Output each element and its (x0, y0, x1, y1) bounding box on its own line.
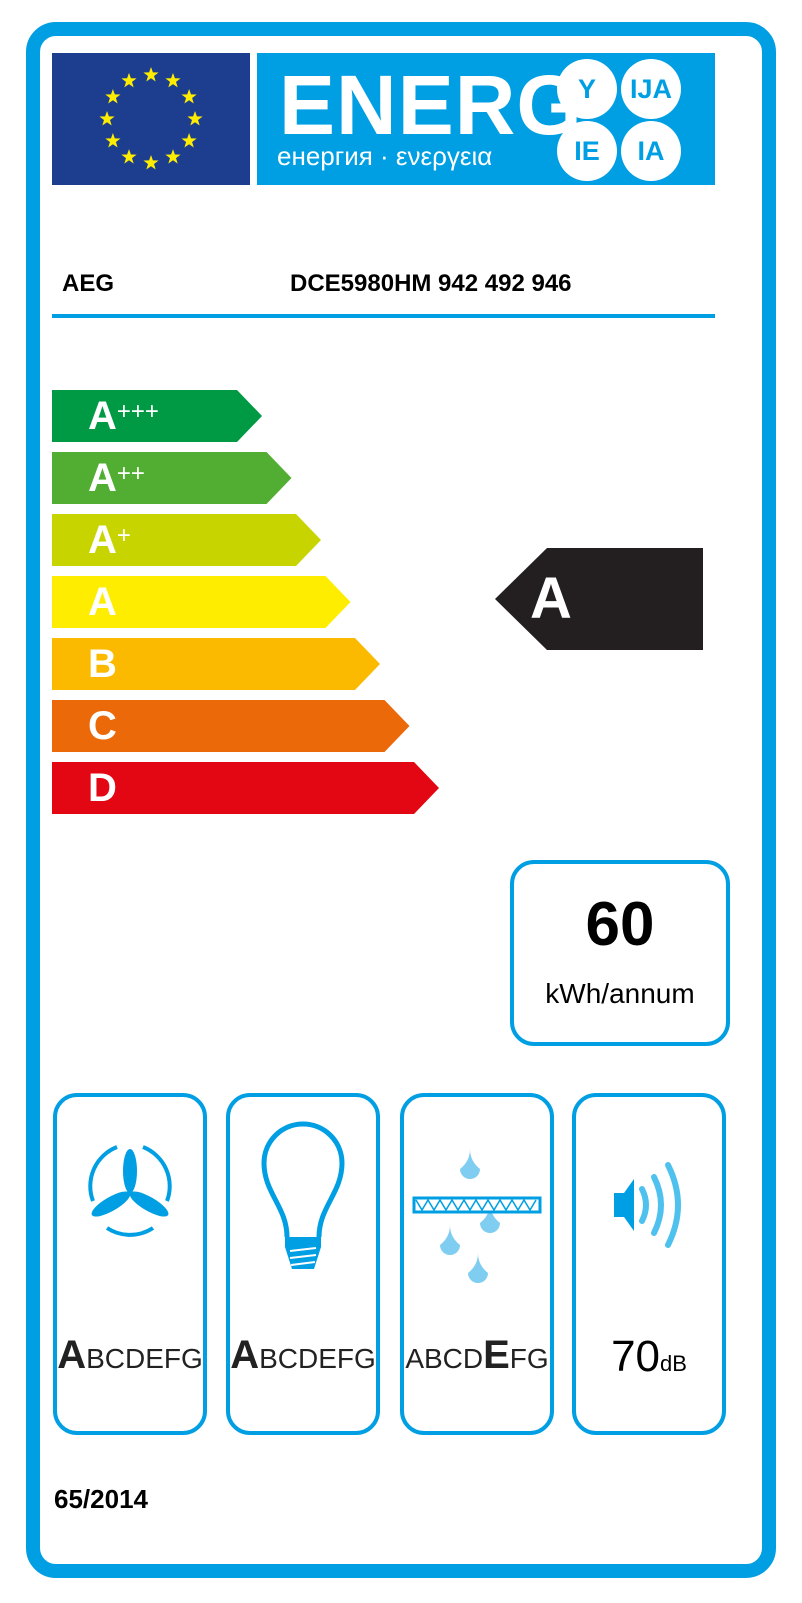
eu-star-icon (181, 133, 197, 148)
noise-box: 70dB (572, 1093, 726, 1435)
lighting-efficiency-box: ABCDEFG (226, 1093, 380, 1435)
eu-star-icon (165, 149, 181, 164)
energy-banner: ENERG енергия · ενεργεια Y IJA IE IA (257, 53, 715, 185)
consumption-box: 60 kWh/annum (510, 860, 730, 1046)
eu-star-icon (143, 155, 159, 170)
suffix-ija: IJA (621, 59, 681, 119)
eu-star-icon (181, 89, 197, 104)
model-id: DCE5980HM 942 492 946 (290, 270, 572, 297)
eu-star-icon (121, 72, 137, 88)
suffix-y: Y (557, 59, 617, 119)
grease-filter-icon (412, 1149, 542, 1283)
regulation-number: 65/2014 (54, 1484, 148, 1514)
consumption-value: 60 (585, 890, 655, 959)
eu-stars-icon (99, 67, 203, 170)
supplier-name: AEG (62, 270, 115, 297)
scale-bar-label: D (88, 766, 117, 810)
scale-bar-4 (52, 638, 380, 690)
eu-star-icon (121, 149, 137, 164)
noise-level: 70dB (611, 1332, 687, 1381)
scale-bar-label: A (88, 580, 117, 624)
energy-scale (52, 390, 703, 814)
scale-bar-2 (52, 514, 321, 566)
rating-label: A (530, 566, 572, 631)
scale-bar-3 (52, 576, 351, 628)
speaker-icon (614, 1162, 681, 1248)
eu-star-icon (105, 133, 121, 148)
scale-bar-label: A+ (88, 518, 131, 562)
scale-bar-label: C (88, 704, 117, 748)
scale-bar-label: B (88, 642, 117, 686)
scale-bar-6 (52, 762, 439, 814)
rating-arrow (495, 548, 703, 650)
lighting-efficiency-class: ABCDEFG (230, 1333, 376, 1377)
scale-bar-1 (52, 452, 292, 504)
scale-bar-5 (52, 700, 410, 752)
scale-bar-label: A+++ (88, 394, 159, 438)
grease-filtering-class: ABCDEFG (405, 1333, 549, 1377)
eu-star-icon (105, 89, 121, 104)
eu-star-icon (143, 67, 159, 82)
grease-filtering-box: ABCDEFG (400, 1093, 554, 1435)
eu-star-icon (165, 72, 181, 88)
fan-efficiency-box: ABCDEFG (53, 1093, 207, 1435)
suffix-ia: IA (621, 121, 681, 181)
divider (52, 314, 715, 318)
eu-flag (52, 53, 250, 185)
energy-subtitle: енергия · ενεργεια (277, 141, 493, 171)
lightbulb-icon (261, 1121, 345, 1269)
suffix-ie: IE (557, 121, 617, 181)
scale-bar-0 (52, 390, 262, 442)
consumption-unit: kWh/annum (545, 978, 695, 1009)
energy-word: ENERG (279, 58, 583, 152)
eu-star-icon (99, 111, 115, 126)
eu-star-icon (187, 111, 203, 126)
scale-bar-label: A++ (88, 456, 145, 500)
fan-icon (88, 1145, 172, 1237)
label-frame (26, 22, 776, 1578)
fan-efficiency-class: ABCDEFG (57, 1333, 203, 1377)
